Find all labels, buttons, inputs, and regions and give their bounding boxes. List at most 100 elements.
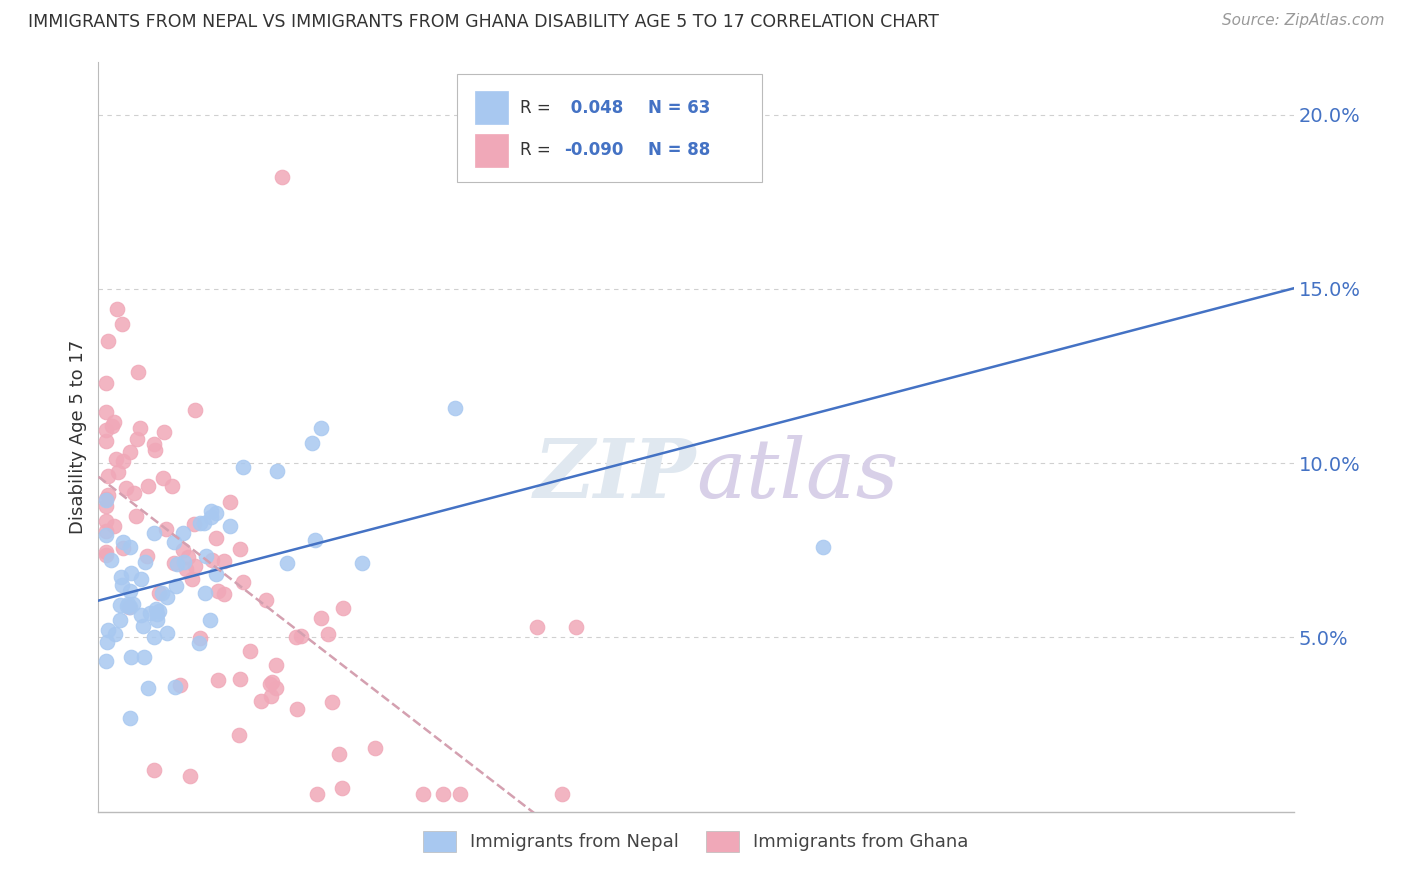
Point bbox=[160, 479, 183, 493]
Point bbox=[100, 553, 122, 567]
Point bbox=[148, 604, 170, 618]
Point bbox=[214, 554, 236, 568]
Point bbox=[96, 492, 118, 507]
Point bbox=[105, 301, 128, 316]
Point bbox=[104, 451, 127, 466]
Point bbox=[174, 561, 197, 575]
Point bbox=[328, 747, 350, 761]
Point bbox=[254, 593, 277, 607]
Point bbox=[136, 549, 159, 563]
Point bbox=[96, 654, 118, 668]
Point bbox=[96, 514, 118, 528]
Point bbox=[143, 442, 166, 457]
Point bbox=[250, 693, 273, 707]
Point bbox=[188, 516, 211, 531]
Point bbox=[166, 558, 188, 572]
Point bbox=[131, 607, 153, 622]
Point bbox=[118, 445, 141, 459]
Point bbox=[165, 579, 187, 593]
Point bbox=[96, 499, 118, 513]
Point bbox=[122, 486, 145, 500]
Point bbox=[150, 586, 173, 600]
Point bbox=[301, 435, 323, 450]
Point bbox=[156, 625, 179, 640]
Point bbox=[309, 611, 332, 625]
Point bbox=[184, 558, 207, 573]
Point bbox=[264, 681, 287, 695]
Point bbox=[97, 488, 120, 502]
Bar bbox=[475, 134, 509, 167]
Point bbox=[179, 769, 201, 783]
Point bbox=[111, 578, 134, 592]
Point bbox=[444, 401, 467, 416]
Point bbox=[270, 170, 292, 185]
Point bbox=[146, 613, 169, 627]
Point bbox=[184, 402, 207, 417]
Point bbox=[432, 787, 454, 801]
Point bbox=[155, 522, 177, 536]
Text: ZIP: ZIP bbox=[533, 434, 696, 515]
Point bbox=[127, 365, 149, 379]
Point bbox=[266, 658, 288, 673]
Point bbox=[195, 549, 218, 563]
Point bbox=[117, 597, 139, 611]
Point bbox=[136, 478, 159, 492]
Text: N = 88: N = 88 bbox=[648, 141, 710, 160]
Point bbox=[136, 681, 159, 695]
Point bbox=[232, 459, 254, 474]
Point bbox=[207, 583, 229, 598]
Point bbox=[120, 583, 142, 598]
Point bbox=[813, 540, 835, 554]
Point bbox=[290, 629, 312, 643]
Point bbox=[321, 695, 343, 709]
Point bbox=[111, 317, 134, 331]
Point bbox=[103, 519, 125, 533]
Point bbox=[110, 570, 132, 584]
Point bbox=[193, 516, 215, 530]
Point bbox=[118, 599, 141, 614]
Point bbox=[169, 678, 191, 692]
Point bbox=[96, 548, 118, 562]
Point bbox=[276, 556, 298, 570]
Point bbox=[124, 508, 146, 523]
Point bbox=[205, 567, 228, 582]
Text: IMMIGRANTS FROM NEPAL VS IMMIGRANTS FROM GHANA DISABILITY AGE 5 TO 17 CORRELATIO: IMMIGRANTS FROM NEPAL VS IMMIGRANTS FROM… bbox=[28, 13, 939, 31]
Point bbox=[120, 650, 142, 665]
Point bbox=[311, 421, 333, 435]
Point bbox=[96, 404, 118, 418]
Point bbox=[449, 787, 471, 801]
Point bbox=[118, 711, 141, 725]
Point bbox=[163, 681, 186, 695]
Point bbox=[162, 535, 184, 549]
Point bbox=[152, 471, 174, 485]
Point bbox=[260, 689, 283, 703]
Point bbox=[120, 540, 142, 554]
Point bbox=[132, 619, 155, 633]
Point bbox=[305, 787, 328, 801]
Point bbox=[350, 556, 373, 570]
Point bbox=[111, 534, 134, 549]
Text: N = 63: N = 63 bbox=[648, 99, 710, 117]
Point bbox=[131, 572, 153, 586]
Point bbox=[104, 627, 127, 641]
Point bbox=[219, 494, 242, 508]
Point bbox=[132, 650, 155, 665]
Point bbox=[134, 555, 156, 569]
Point bbox=[239, 644, 262, 658]
Point bbox=[146, 607, 169, 621]
Point bbox=[259, 677, 281, 691]
Point bbox=[332, 600, 354, 615]
Point bbox=[229, 672, 252, 686]
Point bbox=[96, 524, 118, 538]
Point bbox=[128, 421, 150, 435]
Point bbox=[232, 575, 254, 590]
Point bbox=[212, 587, 235, 601]
Point bbox=[103, 415, 125, 429]
Point bbox=[173, 556, 195, 570]
Point bbox=[218, 519, 240, 533]
Point bbox=[228, 728, 250, 742]
Point bbox=[172, 543, 194, 558]
Point bbox=[97, 468, 120, 483]
Point bbox=[107, 465, 129, 479]
Point bbox=[412, 787, 434, 801]
